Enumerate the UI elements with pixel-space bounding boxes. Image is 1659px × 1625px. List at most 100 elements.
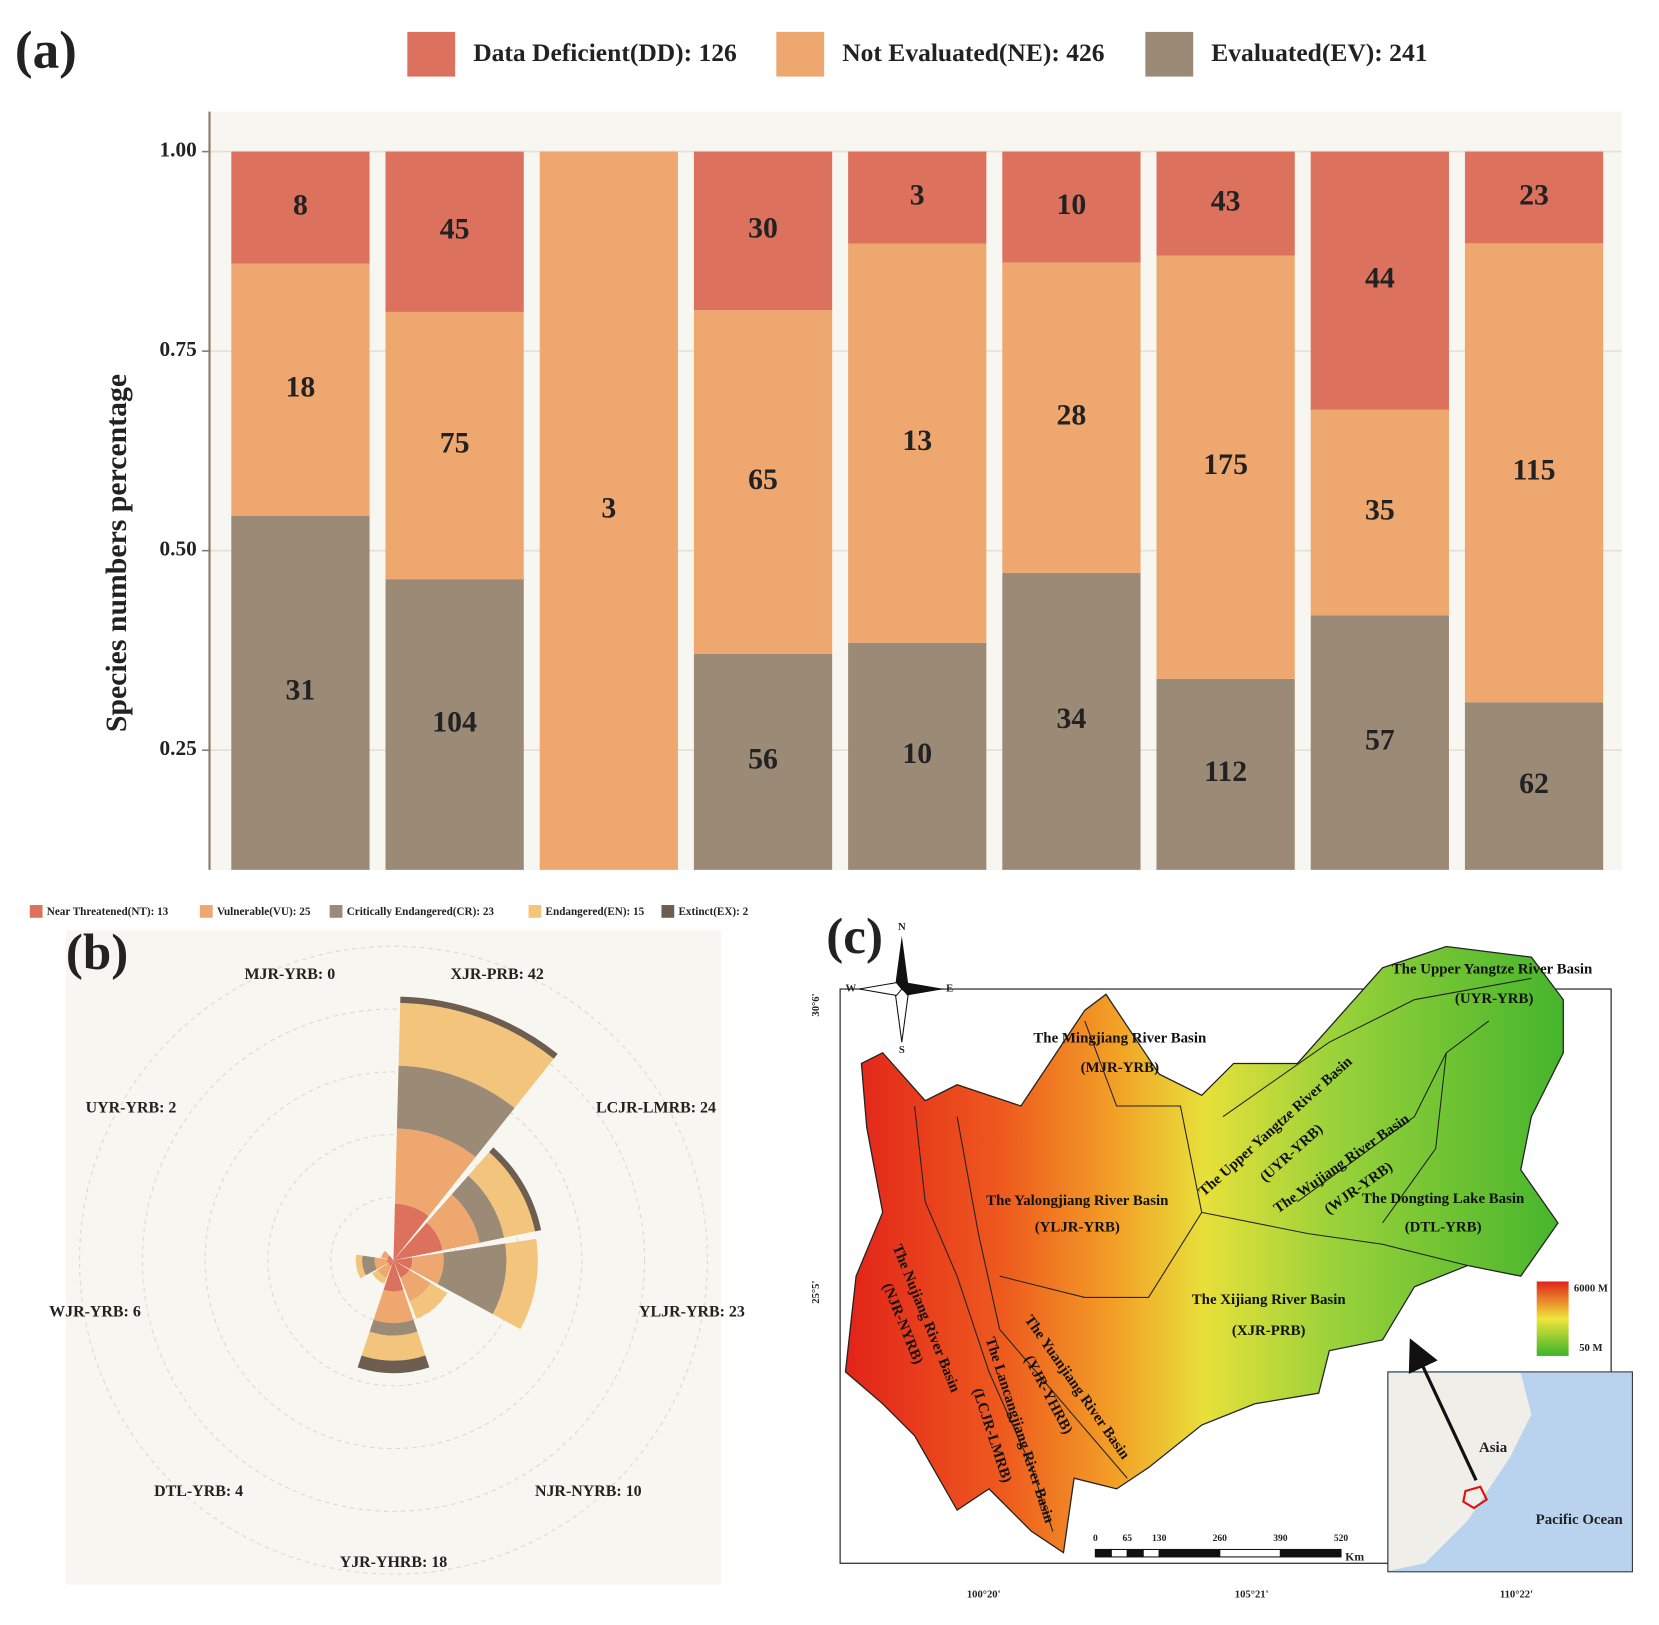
data-label: 18 <box>286 370 316 403</box>
legend-label: Near Threatened(NT): 13 <box>47 906 169 918</box>
category-label: MJR-YRB: 0 <box>244 966 335 983</box>
data-label: 57 <box>1365 723 1395 756</box>
legend-swatch <box>661 905 675 918</box>
inset-label: Pacific Ocean <box>1536 1512 1624 1528</box>
data-label: 56 <box>748 743 778 776</box>
bar-segment <box>848 642 987 870</box>
sector <box>357 1355 430 1374</box>
data-label: 43 <box>1211 184 1241 217</box>
y-tick-label: 0.50 <box>160 537 197 561</box>
data-label: 75 <box>440 426 470 459</box>
bar-segment <box>385 311 524 580</box>
compass-label: N <box>898 922 906 933</box>
sector <box>426 1194 480 1251</box>
sector <box>393 1257 413 1270</box>
sector <box>492 1238 538 1330</box>
legend-swatch <box>1145 31 1194 77</box>
scale-label: 0 <box>1093 1533 1098 1544</box>
sector <box>437 1243 507 1315</box>
category-label: YLJR-YRB: 23 <box>639 1304 745 1321</box>
bar-segment <box>1310 615 1449 870</box>
map-region <box>844 945 1564 1554</box>
bar-segment <box>1310 409 1449 616</box>
basin-label: The Upper Yangtze River Basin <box>1392 961 1593 977</box>
bar-segment <box>1156 678 1295 870</box>
sector <box>381 1250 390 1259</box>
legend-label: Data Deficient(DD): 126 <box>473 38 737 67</box>
legend-swatch <box>329 905 343 918</box>
elevation-label: 6000 M <box>1574 1283 1608 1294</box>
scale-label: 260 <box>1213 1533 1228 1544</box>
sector <box>398 1002 554 1108</box>
sector <box>451 1175 505 1243</box>
bar-segment <box>385 579 524 870</box>
bars <box>231 151 1604 870</box>
sector <box>387 1255 394 1261</box>
legend-label: Extinct(EX): 2 <box>678 906 748 918</box>
y-tick-label: 0.25 <box>160 736 197 760</box>
compass <box>859 935 945 1043</box>
elevation-legend <box>1536 1281 1569 1356</box>
plot-background <box>65 930 722 1585</box>
sector <box>489 1147 542 1232</box>
data-label: 62 <box>1519 767 1549 800</box>
category-label: YJR-YHRB: 18 <box>340 1554 448 1571</box>
sector <box>410 1252 444 1285</box>
bar-segment <box>1156 151 1295 256</box>
legend-swatch <box>407 31 456 77</box>
basin-label: (XJR-PRB) <box>1232 1323 1306 1339</box>
grid-circle <box>141 1008 646 1512</box>
bar-segment <box>1464 243 1604 703</box>
scale-label: 130 <box>1152 1533 1167 1544</box>
bar-segment <box>1002 151 1141 263</box>
category-label: WJR-YRB: 6 <box>49 1304 141 1321</box>
sector <box>373 1289 414 1324</box>
y-tick-label: 1.00 <box>160 137 197 161</box>
sector <box>377 1263 392 1278</box>
data-label: 10 <box>902 737 932 770</box>
bar-segment <box>1310 151 1449 410</box>
sector <box>393 1222 443 1261</box>
data-label: 23 <box>1519 178 1549 211</box>
legend-swatch <box>199 905 213 918</box>
grid-circle <box>79 945 708 1575</box>
inset-arrow <box>1408 1338 1478 1482</box>
sector <box>409 1283 448 1319</box>
legend-swatch <box>776 31 825 77</box>
sector <box>468 1152 535 1238</box>
sector <box>388 1260 394 1267</box>
bar-segment <box>693 151 833 311</box>
basin-label: The Xijiang River Basin <box>1192 1292 1347 1308</box>
elevation-label: 50 M <box>1579 1343 1602 1354</box>
data-label: 65 <box>748 463 778 496</box>
basin-label: (UYR-YRB) <box>1455 991 1534 1007</box>
data-label: 3 <box>910 178 925 211</box>
data-label: 44 <box>1365 262 1395 295</box>
bar-segment <box>385 151 524 312</box>
data-label: 112 <box>1204 755 1247 788</box>
compass-label: W <box>845 983 856 994</box>
category-label: UYR-YRB: 2 <box>86 1099 177 1116</box>
panel-title: (a) <box>15 21 77 80</box>
basin-label: The Mingjiang River Basin <box>1033 1030 1207 1046</box>
bar-segment <box>848 243 987 643</box>
legend-label: Evaluated(EV): 241 <box>1211 38 1427 67</box>
sector <box>383 1260 404 1292</box>
basin-label: (MJR-YRB) <box>1081 1060 1160 1076</box>
basin-boundaries <box>914 977 1532 1532</box>
legend-label: Endangered(EN): 15 <box>546 906 645 918</box>
sector <box>396 1065 515 1158</box>
data-label: 45 <box>440 213 470 246</box>
bar-segment <box>231 515 370 870</box>
legend-label: Critically Endangered(CR): 23 <box>347 906 495 918</box>
bar-segment <box>231 263 370 516</box>
legend-swatch <box>29 905 43 918</box>
basin-label: The Yalongjiang River Basin <box>986 1193 1169 1209</box>
sector <box>355 1254 366 1279</box>
longitude-label: 110°22' <box>1500 1590 1533 1601</box>
sector <box>394 1128 476 1216</box>
inset-land <box>1388 1372 1532 1571</box>
sector <box>361 1331 426 1361</box>
bar-segment <box>693 310 833 654</box>
